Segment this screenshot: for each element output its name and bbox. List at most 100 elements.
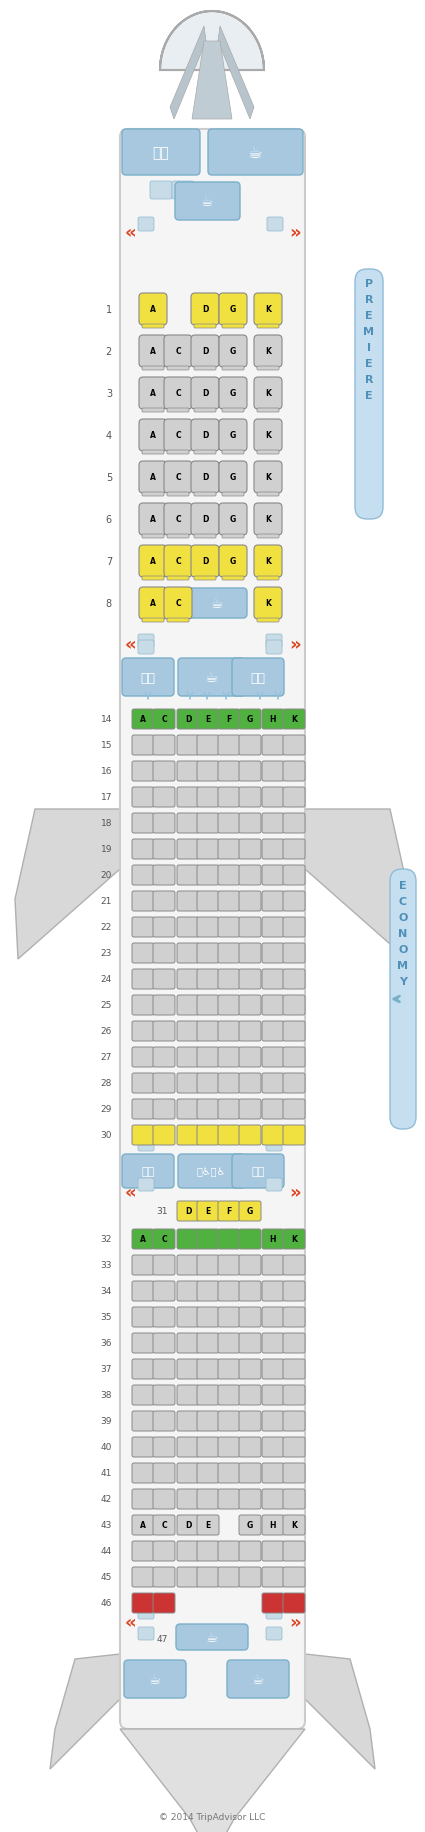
FancyBboxPatch shape: [218, 1566, 240, 1587]
FancyBboxPatch shape: [262, 1099, 284, 1119]
FancyBboxPatch shape: [262, 1385, 284, 1405]
FancyBboxPatch shape: [191, 293, 219, 326]
FancyBboxPatch shape: [283, 1566, 305, 1587]
FancyBboxPatch shape: [218, 918, 240, 938]
FancyBboxPatch shape: [218, 1125, 240, 1145]
FancyBboxPatch shape: [239, 918, 261, 938]
FancyBboxPatch shape: [197, 709, 219, 729]
FancyBboxPatch shape: [164, 420, 192, 453]
FancyBboxPatch shape: [132, 1411, 154, 1431]
FancyBboxPatch shape: [283, 813, 305, 834]
FancyBboxPatch shape: [283, 762, 305, 782]
Text: P: P: [365, 278, 373, 289]
Text: D: D: [202, 515, 208, 524]
FancyBboxPatch shape: [132, 969, 154, 989]
FancyBboxPatch shape: [239, 1541, 261, 1561]
FancyBboxPatch shape: [283, 918, 305, 938]
Text: G: G: [247, 1207, 253, 1216]
FancyBboxPatch shape: [239, 1438, 261, 1456]
FancyBboxPatch shape: [197, 1229, 219, 1249]
FancyBboxPatch shape: [142, 366, 164, 370]
FancyBboxPatch shape: [262, 709, 284, 729]
FancyBboxPatch shape: [142, 324, 164, 328]
Text: E: E: [205, 1207, 211, 1216]
FancyBboxPatch shape: [177, 1099, 199, 1119]
FancyBboxPatch shape: [262, 1334, 284, 1354]
Text: «: «: [124, 1183, 136, 1202]
Text: K: K: [291, 1521, 297, 1530]
FancyBboxPatch shape: [222, 493, 244, 496]
Text: C: C: [161, 714, 167, 724]
Text: R: R: [365, 376, 373, 385]
FancyBboxPatch shape: [239, 1125, 261, 1145]
FancyBboxPatch shape: [177, 1489, 199, 1510]
FancyBboxPatch shape: [197, 1334, 219, 1354]
FancyBboxPatch shape: [153, 1281, 175, 1301]
FancyBboxPatch shape: [218, 1308, 240, 1326]
FancyBboxPatch shape: [138, 1138, 154, 1150]
FancyBboxPatch shape: [239, 1074, 261, 1094]
FancyBboxPatch shape: [153, 1229, 175, 1249]
Text: 16: 16: [100, 768, 112, 777]
FancyBboxPatch shape: [132, 1438, 154, 1456]
Polygon shape: [120, 1729, 305, 1832]
FancyBboxPatch shape: [262, 1566, 284, 1587]
FancyBboxPatch shape: [218, 1229, 240, 1249]
FancyBboxPatch shape: [142, 535, 164, 539]
FancyBboxPatch shape: [283, 1359, 305, 1379]
FancyBboxPatch shape: [197, 1281, 219, 1301]
FancyBboxPatch shape: [153, 1022, 175, 1041]
FancyBboxPatch shape: [139, 588, 167, 619]
Text: »: »: [289, 1183, 301, 1202]
Text: ☕: ☕: [149, 1673, 161, 1685]
FancyBboxPatch shape: [177, 1359, 199, 1379]
FancyBboxPatch shape: [177, 813, 199, 834]
FancyBboxPatch shape: [167, 409, 189, 412]
FancyBboxPatch shape: [257, 409, 279, 412]
Polygon shape: [170, 27, 206, 119]
FancyBboxPatch shape: [153, 969, 175, 989]
Text: ☕: ☕: [252, 1673, 264, 1685]
FancyBboxPatch shape: [262, 839, 284, 859]
FancyBboxPatch shape: [142, 577, 164, 581]
FancyBboxPatch shape: [197, 1202, 219, 1222]
FancyBboxPatch shape: [132, 736, 154, 755]
FancyBboxPatch shape: [283, 1255, 305, 1275]
FancyBboxPatch shape: [132, 709, 154, 729]
Text: A: A: [140, 1235, 146, 1244]
FancyBboxPatch shape: [239, 813, 261, 834]
FancyBboxPatch shape: [239, 1411, 261, 1431]
FancyBboxPatch shape: [197, 1308, 219, 1326]
Text: C: C: [175, 473, 181, 482]
FancyBboxPatch shape: [239, 865, 261, 885]
FancyBboxPatch shape: [153, 1438, 175, 1456]
FancyBboxPatch shape: [218, 1464, 240, 1484]
Text: ⛺⛺: ⛺⛺: [250, 671, 266, 683]
FancyBboxPatch shape: [132, 1359, 154, 1379]
FancyBboxPatch shape: [218, 1359, 240, 1379]
FancyBboxPatch shape: [153, 1594, 175, 1614]
FancyBboxPatch shape: [124, 1660, 186, 1698]
FancyBboxPatch shape: [262, 788, 284, 808]
FancyBboxPatch shape: [222, 577, 244, 581]
Text: 14: 14: [101, 714, 112, 724]
FancyBboxPatch shape: [262, 1022, 284, 1041]
Text: Y: Y: [399, 976, 407, 986]
FancyBboxPatch shape: [283, 1281, 305, 1301]
FancyBboxPatch shape: [283, 839, 305, 859]
FancyBboxPatch shape: [164, 504, 192, 535]
FancyBboxPatch shape: [197, 1489, 219, 1510]
Text: K: K: [265, 557, 271, 566]
FancyBboxPatch shape: [254, 335, 282, 368]
FancyBboxPatch shape: [262, 1464, 284, 1484]
FancyBboxPatch shape: [194, 535, 216, 539]
FancyBboxPatch shape: [139, 335, 167, 368]
FancyBboxPatch shape: [218, 813, 240, 834]
Text: «: «: [124, 224, 136, 242]
Text: »: »: [289, 636, 301, 654]
Text: 46: 46: [101, 1599, 112, 1608]
Text: M: M: [363, 326, 374, 337]
FancyBboxPatch shape: [197, 1125, 219, 1145]
FancyBboxPatch shape: [138, 218, 154, 233]
FancyBboxPatch shape: [194, 409, 216, 412]
